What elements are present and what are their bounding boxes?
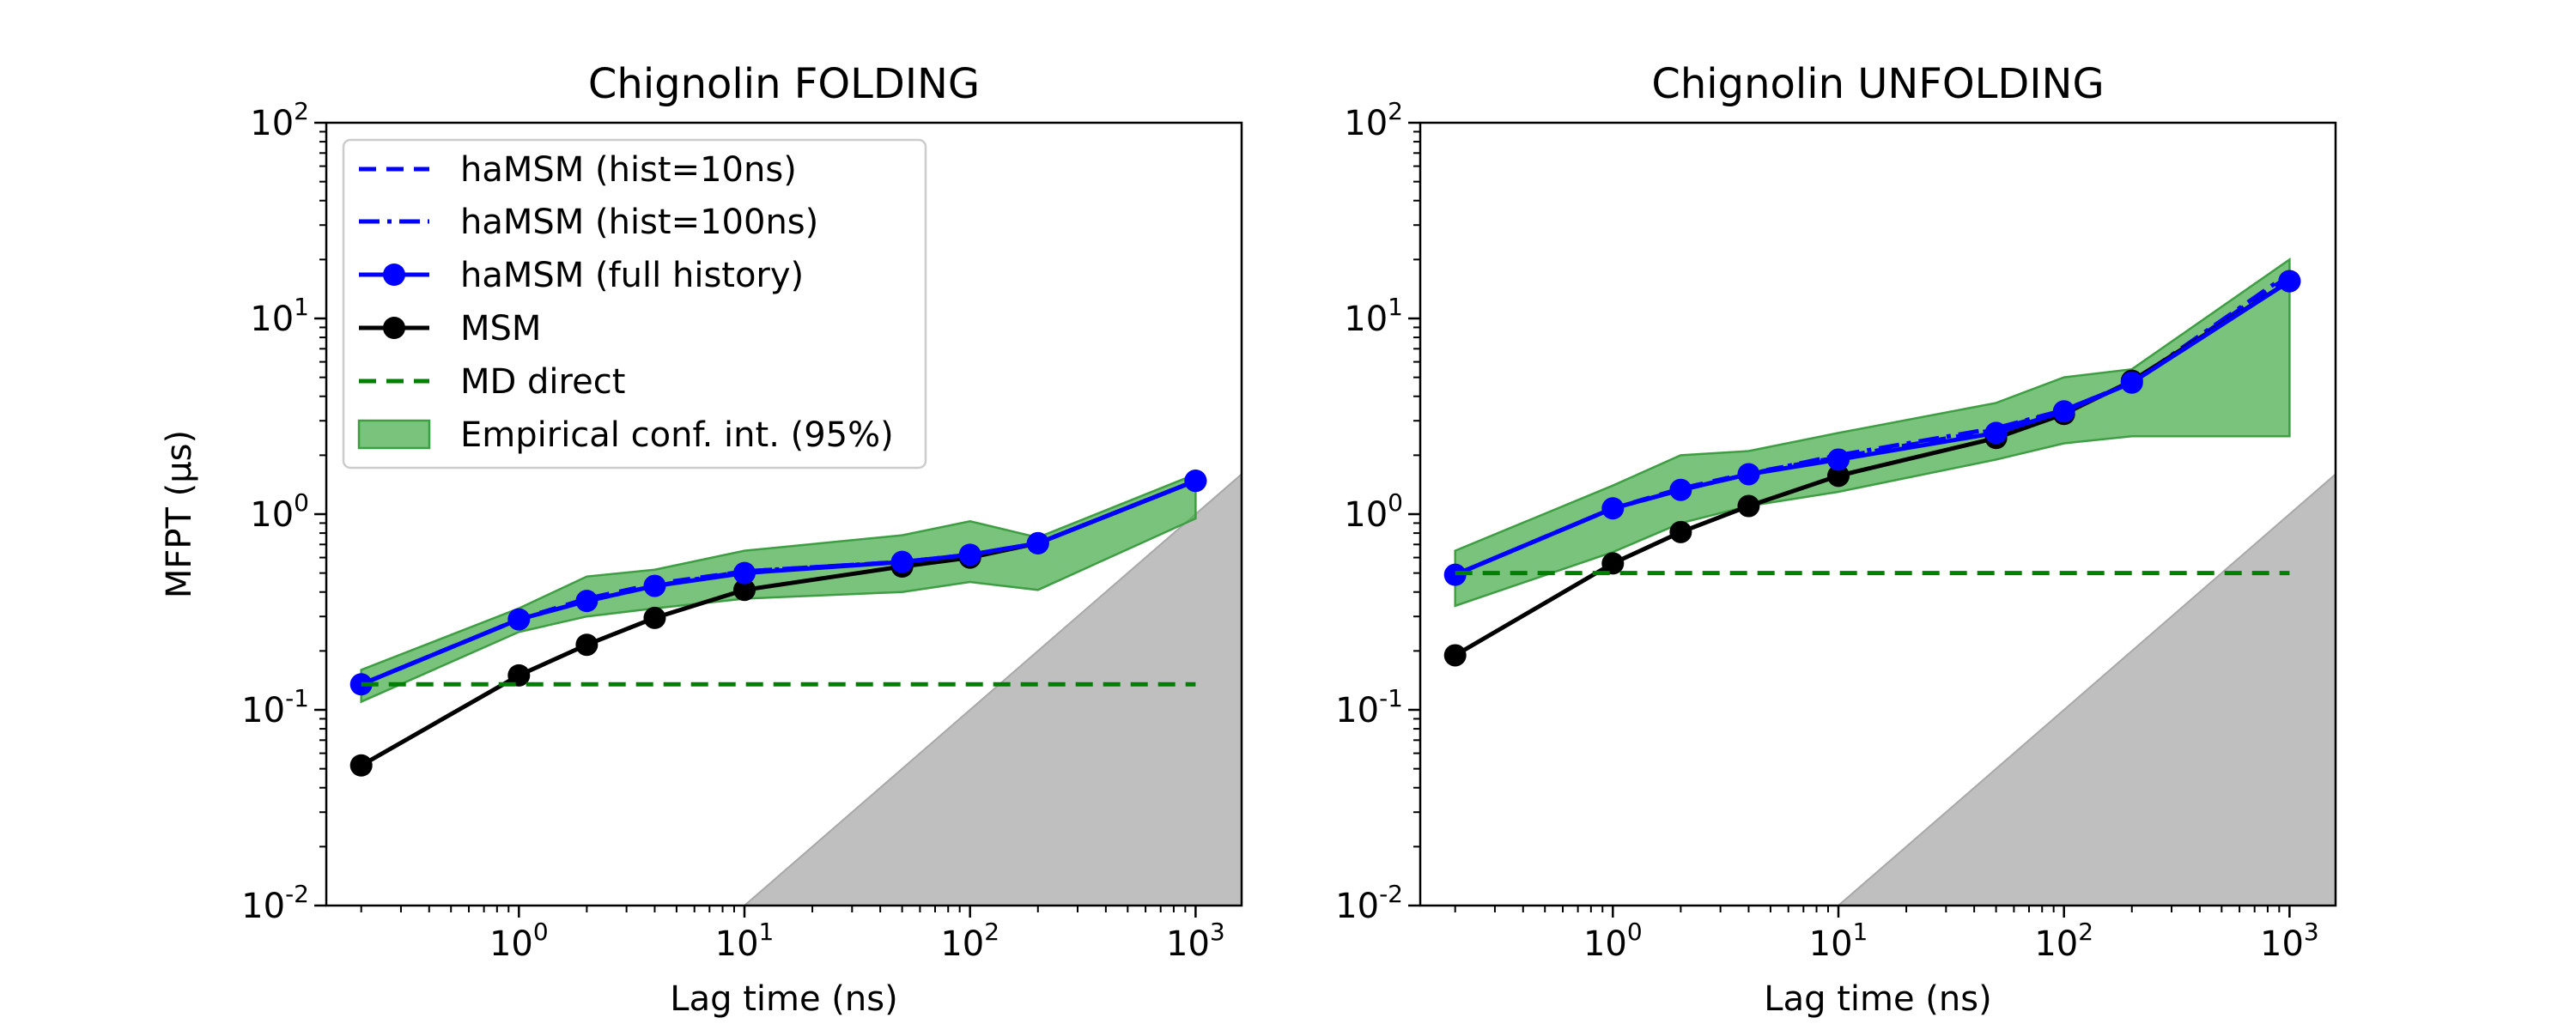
y-tick-label: 102: [250, 97, 309, 143]
series-2-point: [349, 673, 373, 696]
x-tick-label: 100: [1583, 918, 1643, 964]
x-tick-label: 102: [940, 918, 999, 964]
series-2-point: [1984, 421, 2008, 445]
series-2-point: [1026, 531, 1049, 554]
chart-title: Chignolin UNFOLDING: [1651, 60, 2104, 108]
series-3-point: [732, 579, 756, 602]
legend-label: Empirical conf. int. (95%): [460, 415, 894, 455]
legend-entry: Empirical conf. int. (95%): [357, 415, 894, 455]
y-tick-label: 100: [1344, 488, 1403, 535]
x-tick-label: 102: [2034, 918, 2093, 964]
ticks: 100 101 102 103 10-2 10-1 100 101 102: [1335, 97, 2319, 964]
series-3-point: [1601, 552, 1625, 575]
legend-label: haMSM (full history): [460, 256, 804, 295]
lag-time-shaded-region: [1837, 473, 2336, 906]
series-2-point: [575, 590, 598, 613]
confidence-band: [360, 472, 1197, 704]
legend-marker: [383, 317, 405, 339]
legend-label: MD direct: [460, 362, 625, 402]
legend-label: MSM: [460, 309, 541, 348]
x-tick-label: 101: [1809, 918, 1868, 964]
series-line-3: [1454, 279, 2291, 657]
legend-label: haMSM (hist=10ns): [460, 150, 797, 190]
legend-entry: haMSM (hist=10ns): [359, 150, 797, 190]
series-3-point: [1826, 464, 1850, 488]
x-tick-label: 103: [2260, 918, 2319, 964]
y-axis-label: MFPT (μs): [160, 430, 199, 598]
legend-swatch: [357, 419, 431, 450]
y-tick-label: 10-2: [1335, 880, 1403, 926]
legend: haMSM (hist=10ns) haMSM (hist=100ns) haMSM…: [342, 138, 927, 470]
series-3-point: [643, 606, 666, 629]
lag-time-shaded-region: [743, 473, 1242, 906]
series-2-point: [732, 561, 756, 585]
series-2-point: [2278, 270, 2301, 293]
series-3-point: [507, 663, 531, 687]
x-axis-label: Lag time (ns): [1764, 979, 1991, 1019]
folding-panel: 100 101 102 103 10-2 10-1 100 101 102 Chignolin F…: [160, 60, 1243, 1019]
legend-entry: MD direct: [359, 362, 625, 402]
series-2-point: [958, 543, 981, 566]
series-2-point: [1184, 470, 1207, 493]
confidence-band: [1454, 257, 2291, 608]
plot-area: [1443, 257, 2336, 906]
series-2-point: [1826, 448, 1850, 471]
legend-label: haMSM (hist=100ns): [460, 203, 818, 242]
chart-title: Chignolin FOLDING: [588, 60, 980, 108]
series-2-point: [1737, 463, 1760, 486]
legend-entry: MSM: [359, 309, 541, 348]
series-2-point: [1669, 478, 1692, 501]
legend-entry: haMSM (hist=100ns): [359, 203, 818, 242]
series-2-point: [1601, 497, 1625, 520]
series-2-point: [507, 608, 531, 631]
plot-area: [349, 470, 1242, 906]
x-tick-label: 100: [489, 918, 549, 964]
y-tick-label: 10-1: [241, 684, 309, 730]
series-3-point: [349, 754, 373, 777]
series-2-point: [2120, 371, 2143, 394]
y-tick-label: 10-1: [1335, 684, 1403, 730]
series-3-point: [1737, 494, 1760, 518]
series-2-point: [2052, 400, 2075, 423]
ticks: 100 101 102 103 10-2 10-1 100 101 102: [241, 97, 1225, 964]
legend-box: [342, 138, 927, 470]
series-2-point: [1443, 563, 1467, 586]
x-axis-label: Lag time (ns): [670, 979, 897, 1019]
legend-marker: [383, 264, 405, 286]
unfolding-panel: 100 101 102 103 10-2 10-1 100 101 102 Chignolin U…: [1335, 60, 2337, 1019]
y-tick-label: 101: [250, 293, 309, 339]
series-2-point: [890, 550, 914, 573]
y-tick-label: 102: [1344, 97, 1403, 143]
y-tick-label: 10-2: [241, 880, 309, 926]
x-tick-label: 101: [715, 918, 775, 964]
series-2-point: [643, 574, 666, 597]
y-tick-label: 101: [1344, 293, 1403, 339]
x-tick-label: 103: [1166, 918, 1225, 964]
y-tick-label: 100: [250, 488, 309, 535]
legend-entry: haMSM (full history): [359, 256, 804, 295]
series-3-point: [575, 633, 598, 657]
series-3-point: [1669, 520, 1692, 543]
series-3-point: [1443, 644, 1467, 667]
